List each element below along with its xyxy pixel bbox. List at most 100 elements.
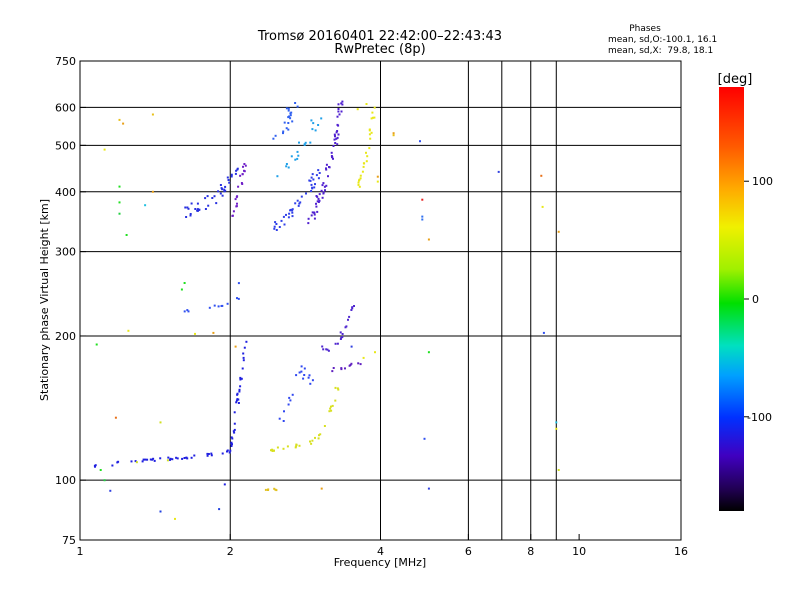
data-point — [307, 376, 310, 379]
data-point — [296, 105, 299, 108]
y-axis-label: Stationary phase Virtual Height [km] — [38, 199, 51, 401]
data-point — [99, 469, 102, 471]
data-point — [288, 212, 291, 215]
data-point — [245, 340, 248, 343]
data-point — [153, 459, 156, 462]
data-point — [276, 175, 279, 178]
data-point — [276, 446, 279, 449]
data-point — [241, 173, 244, 176]
data-point — [236, 195, 239, 198]
data-point — [359, 177, 362, 180]
data-point — [287, 109, 290, 112]
data-point — [421, 218, 424, 221]
data-point — [287, 216, 290, 219]
data-point — [207, 453, 210, 455]
data-point — [229, 449, 232, 452]
data-point — [314, 183, 316, 186]
data-point — [325, 348, 328, 351]
data-point — [312, 178, 315, 181]
data-point — [287, 128, 290, 131]
data-point — [235, 205, 238, 208]
data-point — [309, 382, 312, 385]
data-point — [298, 141, 300, 144]
data-point — [359, 363, 362, 366]
data-point — [325, 167, 327, 170]
data-point — [273, 487, 276, 490]
data-point — [159, 457, 162, 460]
data-point — [233, 422, 236, 425]
data-point — [239, 376, 242, 379]
data-point — [323, 425, 326, 427]
data-point — [275, 229, 278, 231]
data-point — [184, 206, 187, 209]
data-point — [230, 175, 233, 178]
data-point — [296, 150, 299, 153]
data-point — [242, 359, 245, 362]
data-point — [288, 396, 291, 399]
data-point — [359, 174, 362, 177]
data-point — [228, 451, 231, 454]
data-point — [135, 461, 138, 464]
grid-lines — [80, 61, 681, 540]
data-point — [332, 145, 335, 147]
data-point — [235, 169, 238, 172]
data-point — [334, 399, 337, 402]
data-point — [321, 184, 324, 187]
data-point — [304, 141, 307, 144]
data-point — [318, 172, 321, 174]
data-point — [557, 469, 560, 471]
data-point — [351, 306, 354, 309]
data-point — [169, 458, 171, 461]
data-point — [557, 230, 560, 233]
data-point — [320, 487, 323, 490]
y-tick-label: 400 — [55, 186, 76, 199]
data-point — [316, 210, 319, 213]
y-tick-label: 100 — [55, 474, 76, 487]
data-point — [231, 214, 234, 217]
data-point — [239, 378, 242, 381]
data-point — [294, 446, 297, 449]
data-point — [341, 336, 344, 338]
chart-title: Tromsø 20160401 22:42:00–22:43:43 — [257, 29, 502, 44]
data-point — [311, 211, 314, 214]
data-point — [233, 411, 236, 414]
data-point — [204, 208, 207, 210]
data-point — [183, 282, 186, 284]
data-point — [134, 460, 137, 463]
colorbar — [719, 87, 744, 511]
data-point — [223, 483, 226, 486]
data-point — [312, 122, 315, 125]
data-point — [308, 374, 311, 377]
data-point — [366, 155, 369, 158]
data-point — [169, 457, 172, 460]
data-point — [273, 449, 275, 452]
data-point — [267, 489, 269, 491]
data-point — [323, 185, 326, 188]
data-point — [371, 111, 374, 114]
data-point — [340, 368, 343, 371]
data-point — [333, 138, 336, 141]
data-point — [300, 365, 303, 368]
data-point — [223, 190, 226, 193]
data-point — [228, 181, 231, 184]
data-point — [236, 202, 238, 205]
data-point — [273, 225, 276, 228]
data-point — [125, 234, 128, 236]
data-point — [427, 487, 430, 490]
data-point — [211, 197, 214, 199]
data-point — [187, 310, 190, 313]
data-point — [357, 362, 360, 365]
data-point — [316, 200, 319, 203]
data-point — [322, 348, 325, 351]
data-point — [236, 392, 239, 395]
data-point — [206, 452, 209, 455]
data-point — [289, 112, 292, 115]
colorbar-tick-label: 0 — [752, 293, 759, 306]
data-point — [325, 184, 328, 187]
data-point — [196, 202, 199, 205]
data-point — [264, 488, 267, 491]
data-point — [368, 129, 371, 132]
data-point — [368, 133, 371, 136]
data-point — [236, 168, 239, 171]
data-point — [278, 226, 281, 228]
